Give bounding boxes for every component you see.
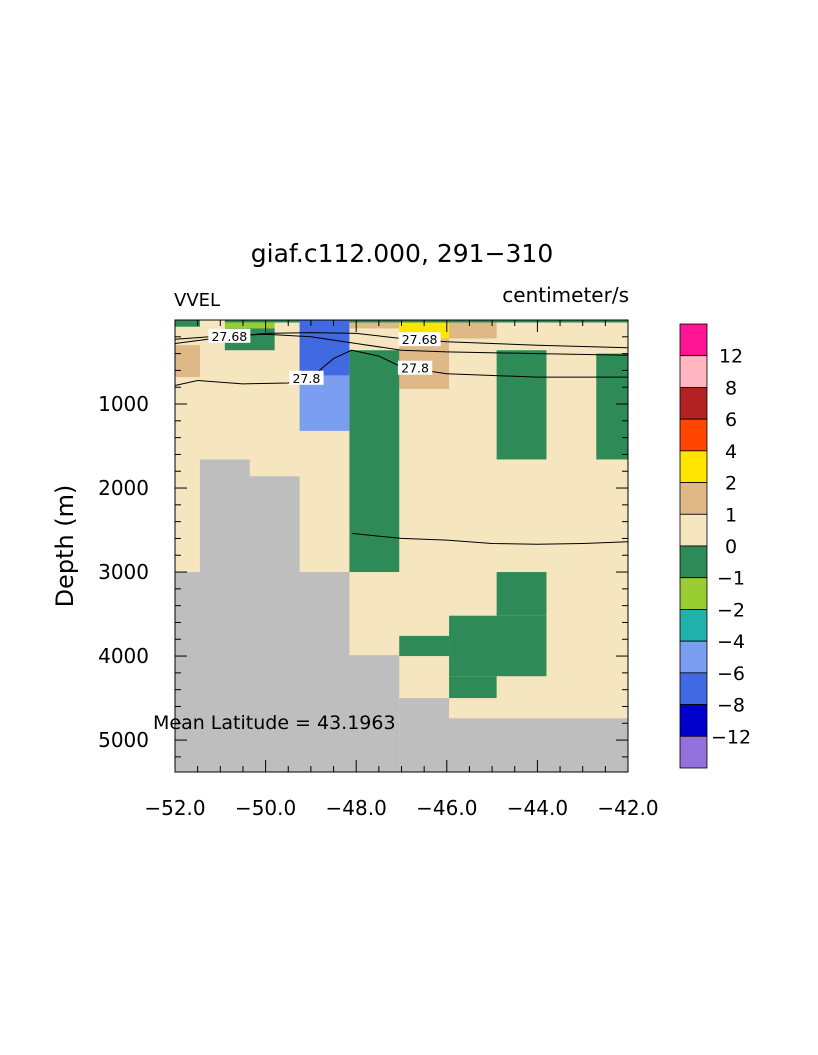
- density-contour-line: [174, 349, 628, 386]
- velocity-cell: [349, 350, 400, 573]
- contour-label: 27.8: [292, 371, 320, 386]
- contour-labels: 27.68 27.68 27.8 27.8: [208, 328, 441, 386]
- x-tick-label: −42.0: [597, 796, 658, 820]
- velocity-cell: [496, 572, 547, 616]
- colorbar-label: 8: [725, 377, 737, 399]
- colorbar-label: 6: [725, 409, 737, 431]
- colorbar-label: −8: [717, 695, 745, 717]
- velocity-cell: [399, 635, 450, 657]
- x-tick-label: −52.0: [144, 796, 205, 820]
- y-tick-label: 2000: [98, 476, 149, 500]
- velocity-cell: [224, 322, 275, 329]
- y-tick-label: 1000: [98, 392, 149, 416]
- velocity-cell: [596, 353, 628, 460]
- colorbar-label: 12: [719, 346, 743, 368]
- colorbar-label: −6: [717, 663, 745, 685]
- colorbar-swatch: [679, 704, 708, 737]
- land-mask: [175, 572, 200, 772]
- contour-label: 27.8: [401, 361, 429, 376]
- x-tick-label: −48.0: [326, 796, 387, 820]
- velocity-cell: [175, 345, 200, 378]
- colorbar-swatch: [679, 735, 708, 769]
- colorbar-swatch: [679, 640, 708, 674]
- colorbar-swatch: [679, 482, 708, 515]
- colorbar-label: −2: [717, 599, 745, 621]
- land-mask: [449, 718, 628, 772]
- velocity-cell: [299, 320, 350, 376]
- colorbar-swatch: [679, 355, 708, 388]
- colorbar-label: 0: [725, 536, 737, 558]
- colorbar-label: −4: [717, 631, 745, 653]
- land-mask: [299, 572, 350, 772]
- colorbar-swatch: [679, 609, 708, 642]
- colorbar-label: 1: [725, 504, 737, 526]
- units-label: centimeter/s: [502, 283, 629, 307]
- colorbar-swatch: [679, 450, 708, 483]
- colorbar-swatch: [679, 672, 708, 705]
- colorbar-swatch: [679, 418, 708, 452]
- contour-label: 27.68: [402, 332, 438, 347]
- y-axis-label: Depth (m): [51, 485, 79, 608]
- colorbar-swatch: [679, 545, 708, 579]
- mean-latitude-annotation: Mean Latitude = 43.1963: [153, 712, 396, 734]
- velocity-cell: [449, 676, 497, 699]
- colorbar-label: −1: [717, 568, 745, 590]
- colorbar-swatch: [679, 323, 708, 357]
- variable-label: VVEL: [174, 290, 220, 311]
- y-tick-label: 3000: [98, 560, 149, 584]
- contour-label: 27.68: [211, 329, 247, 344]
- land-mask: [249, 476, 300, 772]
- x-tick-label: −46.0: [416, 796, 477, 820]
- colorbar-label: 2: [725, 473, 737, 495]
- y-tick-label: 5000: [98, 728, 149, 752]
- contour-label-box: [398, 332, 441, 347]
- x-tick-label: −50.0: [235, 796, 296, 820]
- colorbar-swatch: [679, 577, 708, 610]
- land-mask: [199, 459, 250, 772]
- velocity-cell: [175, 320, 200, 327]
- velocity-cell: [349, 320, 628, 323]
- x-tick-label: −44.0: [507, 796, 568, 820]
- colorbar-label: −12: [711, 726, 751, 748]
- velocity-cell: [349, 322, 400, 329]
- y-tick-label: 4000: [98, 644, 149, 668]
- contour-label-box: [208, 328, 251, 343]
- contour-label-box: [289, 370, 324, 385]
- colorbar: 12 8 6 4 2 1 0 −1 −2 −4 −6 −8 −12: [679, 323, 751, 769]
- colorbar-swatch: [679, 513, 708, 547]
- plot-area: [175, 320, 628, 772]
- axes: −52.0 −50.0 −48.0 −46.0 −44.0 −42.0 1000 2000 30…: [98, 320, 659, 820]
- density-contour-line: [351, 532, 629, 545]
- chart-title: giaf.c112.000, 291−310: [251, 239, 553, 268]
- velocity-cell: [224, 320, 300, 323]
- land-mask: [349, 655, 400, 772]
- colorbar-swatch: [679, 387, 708, 420]
- velocity-cell: [496, 350, 547, 460]
- velocity-cell: [449, 615, 547, 677]
- colorbar-label: 4: [725, 441, 737, 463]
- velocity-cell: [449, 322, 497, 339]
- contour-label-box: [397, 360, 433, 375]
- land-mask: [399, 698, 450, 772]
